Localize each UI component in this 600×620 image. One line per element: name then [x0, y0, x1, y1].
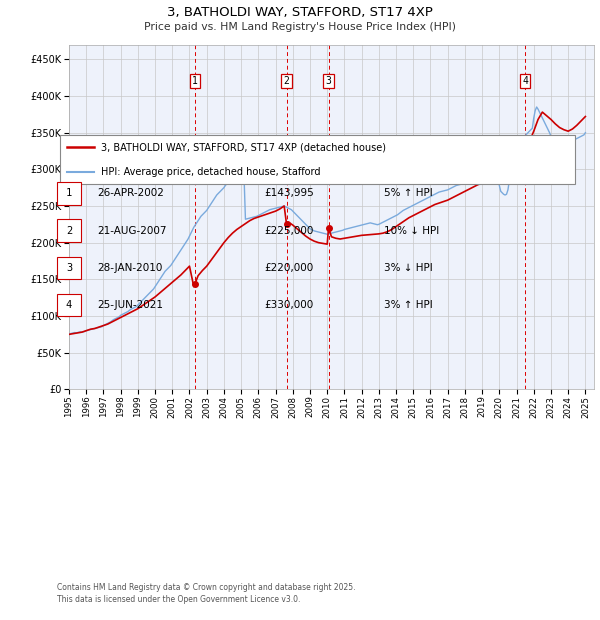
- Text: 3: 3: [326, 76, 332, 86]
- Text: 25-JUN-2021: 25-JUN-2021: [97, 300, 163, 310]
- Text: 3% ↓ HPI: 3% ↓ HPI: [384, 263, 433, 273]
- Text: Price paid vs. HM Land Registry's House Price Index (HPI): Price paid vs. HM Land Registry's House …: [144, 22, 456, 32]
- Text: 3, BATHOLDI WAY, STAFFORD, ST17 4XP: 3, BATHOLDI WAY, STAFFORD, ST17 4XP: [167, 6, 433, 19]
- Text: 10% ↓ HPI: 10% ↓ HPI: [384, 226, 439, 236]
- Text: 1: 1: [192, 76, 198, 86]
- Text: 5% ↑ HPI: 5% ↑ HPI: [384, 188, 433, 198]
- Text: 1: 1: [66, 188, 72, 198]
- Text: Contains HM Land Registry data © Crown copyright and database right 2025.
This d: Contains HM Land Registry data © Crown c…: [57, 583, 355, 604]
- Text: 21-AUG-2007: 21-AUG-2007: [97, 226, 167, 236]
- Text: £143,995: £143,995: [264, 188, 314, 198]
- Text: 4: 4: [522, 76, 528, 86]
- Text: 26-APR-2002: 26-APR-2002: [97, 188, 164, 198]
- Text: £330,000: £330,000: [264, 300, 313, 310]
- Text: 2: 2: [66, 226, 72, 236]
- Text: HPI: Average price, detached house, Stafford: HPI: Average price, detached house, Staf…: [101, 167, 321, 177]
- Text: 3% ↑ HPI: 3% ↑ HPI: [384, 300, 433, 310]
- Text: 3, BATHOLDI WAY, STAFFORD, ST17 4XP (detached house): 3, BATHOLDI WAY, STAFFORD, ST17 4XP (det…: [101, 142, 386, 152]
- Text: £220,000: £220,000: [264, 263, 313, 273]
- Text: 28-JAN-2010: 28-JAN-2010: [97, 263, 163, 273]
- Text: 3: 3: [66, 263, 72, 273]
- Text: 2: 2: [284, 76, 290, 86]
- Text: 4: 4: [66, 300, 72, 310]
- Text: £225,000: £225,000: [264, 226, 313, 236]
- FancyBboxPatch shape: [59, 135, 575, 184]
